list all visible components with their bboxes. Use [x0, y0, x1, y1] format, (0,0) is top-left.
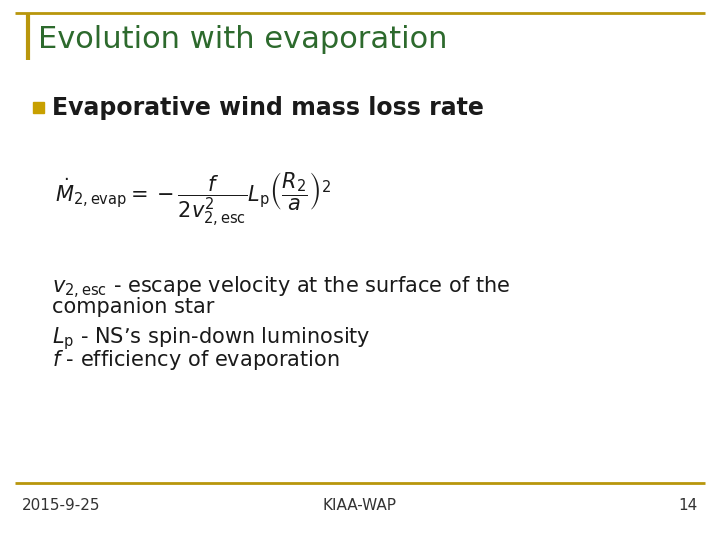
Text: 2015-9-25: 2015-9-25 [22, 497, 101, 512]
Text: $\dot{M}_{2,\mathrm{evap}} = -\dfrac{f}{2v_{2,\mathrm{esc}}^2}L_\mathrm{p}\left(: $\dot{M}_{2,\mathrm{evap}} = -\dfrac{f}{… [55, 171, 331, 229]
Text: $L_\mathrm{p}$ - NS’s spin-down luminosity: $L_\mathrm{p}$ - NS’s spin-down luminosi… [52, 325, 371, 352]
Text: companion star: companion star [52, 297, 215, 317]
Text: KIAA-WAP: KIAA-WAP [323, 497, 397, 512]
Text: 14: 14 [679, 497, 698, 512]
Text: Evaporative wind mass loss rate: Evaporative wind mass loss rate [52, 96, 484, 120]
Text: Evolution with evaporation: Evolution with evaporation [38, 25, 448, 55]
Text: $f$ - efficiency of evaporation: $f$ - efficiency of evaporation [52, 348, 340, 372]
Text: $v_{2,\mathrm{esc}}$ - escape velocity at the surface of the: $v_{2,\mathrm{esc}}$ - escape velocity a… [52, 275, 510, 301]
Bar [33, 102, 44, 113]
